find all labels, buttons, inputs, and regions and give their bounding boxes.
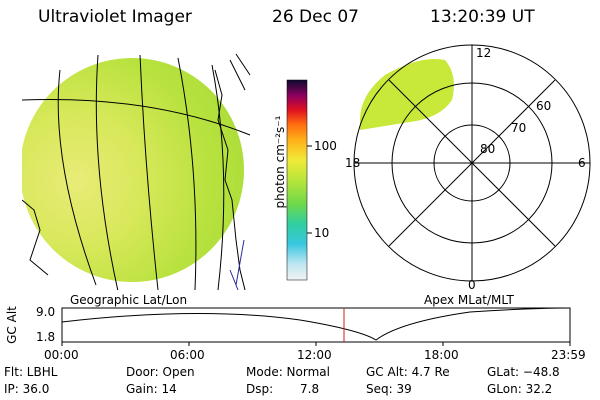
status-seq: Seq: 39 bbox=[366, 382, 412, 396]
time-tick-2359: 23:59 bbox=[551, 348, 586, 362]
altitude-plot bbox=[61, 307, 571, 346]
mlt-label-12: 12 bbox=[476, 46, 492, 60]
mlt-label-18: 18 bbox=[345, 156, 361, 170]
status-glat: GLat: −48.8 bbox=[487, 365, 560, 379]
geographic-caption: Geographic Lat/Lon bbox=[70, 293, 188, 307]
geographic-map bbox=[22, 53, 251, 290]
time-label: 13:20:39 UT bbox=[430, 7, 535, 27]
time-tick-1200: 12:00 bbox=[297, 348, 332, 362]
colorbar-tick-100: 100 bbox=[314, 139, 337, 153]
earth-disk bbox=[22, 58, 244, 282]
status-gain: Gain: 14 bbox=[126, 382, 177, 396]
mlat-label-60: 60 bbox=[536, 99, 552, 113]
alt-axis-label: GC Alt bbox=[5, 306, 19, 344]
status-dsp-value: 7.8 bbox=[300, 382, 320, 396]
color-scale-bar bbox=[286, 79, 308, 281]
apex-caption: Apex MLat/MLT bbox=[424, 293, 514, 307]
date-label: 26 Dec 07 bbox=[272, 7, 359, 27]
status-ip: IP: 36.0 bbox=[4, 382, 50, 396]
instrument-title: Ultraviolet Imager bbox=[38, 7, 192, 27]
colorbar-tick-10: 10 bbox=[314, 226, 330, 240]
colorbar-unit-label: photon cm⁻²s⁻¹ bbox=[273, 115, 287, 209]
mlt-label-6: 6 bbox=[578, 156, 586, 170]
status-gc-alt: GC Alt: 4.7 Re bbox=[366, 365, 450, 379]
mlat-label-80: 80 bbox=[480, 142, 496, 156]
time-tick-0600: 06:00 bbox=[170, 348, 205, 362]
status-mode: Mode: Normal bbox=[246, 365, 330, 379]
time-tick-1800: 18:00 bbox=[424, 348, 459, 362]
auroral-oval bbox=[360, 59, 454, 130]
status-dsp-label: Dsp: bbox=[246, 382, 274, 396]
polar-plot bbox=[353, 44, 591, 282]
mlat-label-70: 70 bbox=[511, 121, 527, 135]
status-door: Door: Open bbox=[126, 365, 195, 379]
alt-ymin: 1.8 bbox=[36, 330, 56, 344]
status-glon: GLon: 32.2 bbox=[487, 382, 553, 396]
status-filter: Flt: LBHL bbox=[4, 365, 58, 379]
mlt-label-0: 0 bbox=[468, 278, 476, 292]
alt-ymax: 9.0 bbox=[36, 305, 56, 319]
time-tick-0000: 00:00 bbox=[44, 348, 79, 362]
